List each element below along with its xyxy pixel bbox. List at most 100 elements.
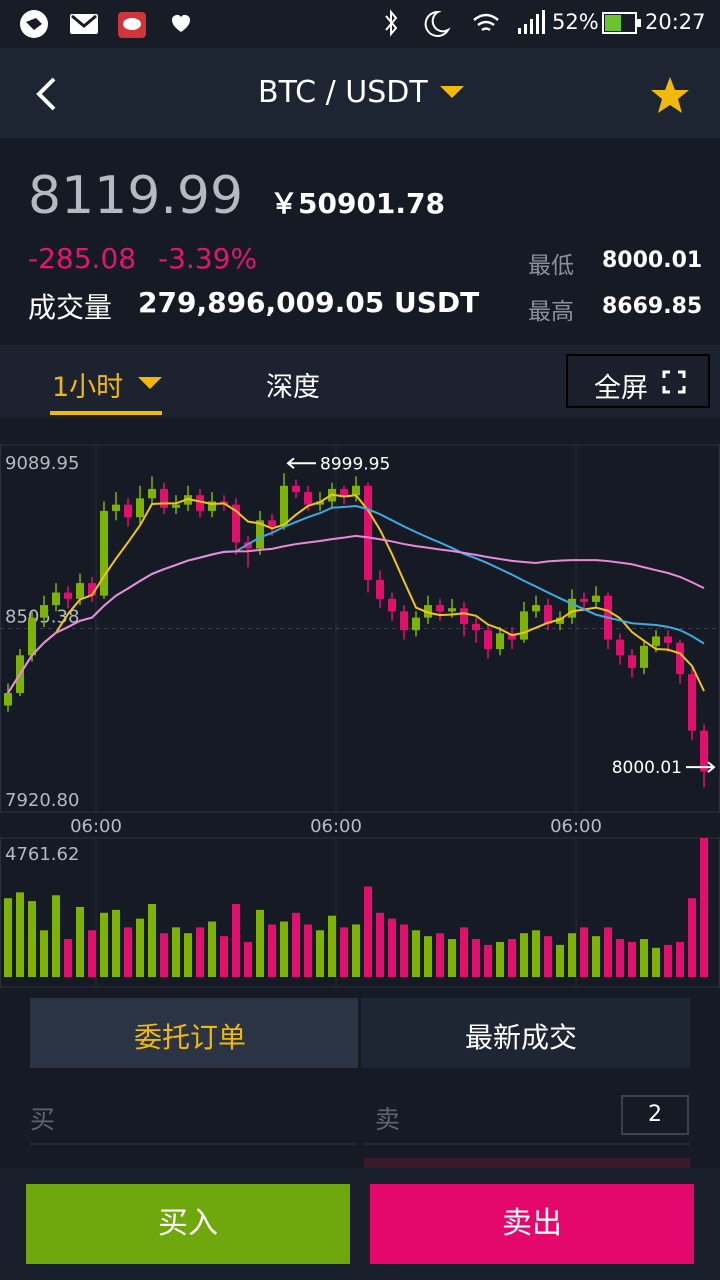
candle-body [640, 645, 648, 668]
volume-bar [388, 918, 396, 977]
volume-bar [460, 927, 468, 977]
candle-body [676, 642, 684, 675]
trades-tab[interactable]: 最新成交 [361, 998, 690, 1068]
x-tick-label: 06:00 [550, 816, 602, 837]
candle-body [556, 617, 564, 624]
candle-body [448, 608, 456, 612]
high-label: 最高 [528, 299, 574, 325]
volume-bar [436, 933, 444, 977]
bottom-bar: 买入 卖出 [0, 1168, 720, 1280]
volume-bar [676, 941, 684, 977]
candle-body [472, 623, 480, 631]
candle-body [664, 636, 672, 643]
candle-body [112, 504, 120, 511]
candle-body [136, 498, 144, 518]
volume-bar [304, 924, 312, 977]
candle-body [292, 485, 300, 493]
volume-bar [220, 936, 228, 977]
volume-bar [616, 939, 624, 977]
candle-body [40, 605, 48, 618]
candle-body [76, 583, 84, 599]
volume-bar [520, 933, 528, 977]
fullscreen-button[interactable]: 全屏 [566, 354, 710, 408]
candle-body [52, 592, 60, 606]
volume-bar [268, 924, 276, 977]
candle-body [148, 488, 156, 499]
volume-bar [28, 901, 36, 977]
pair-title[interactable]: BTC / USDT [258, 75, 428, 110]
candle-body [700, 730, 708, 772]
volume-bar [544, 936, 552, 977]
volume-bar [448, 939, 456, 977]
nav-bar: BTC / USDT [0, 48, 720, 138]
volume-bar [52, 895, 60, 977]
volume-bar [364, 886, 372, 977]
moving-average [7, 493, 705, 694]
depth-tab[interactable]: 深度 [266, 372, 320, 403]
candle-body [280, 485, 288, 527]
volume-bar [196, 927, 204, 977]
candle-body [460, 608, 468, 624]
volume-bar [16, 892, 24, 977]
clock: 20:27 [645, 10, 706, 34]
volume-bar [148, 904, 156, 977]
candle-body [424, 605, 432, 618]
status-icons [20, 10, 190, 38]
buy-button[interactable]: 买入 [26, 1184, 350, 1264]
kline-chart: 06:0006:0006:009089.958505.387920.808999… [0, 444, 720, 988]
favorite-star[interactable] [650, 76, 690, 114]
low-label: 最低 [528, 253, 574, 279]
divider [364, 1143, 690, 1145]
sell-button[interactable]: 卖出 [370, 1184, 694, 1264]
candle-body [172, 504, 180, 508]
y-tick-label: 7920.80 [5, 790, 79, 811]
volume-bar [160, 933, 168, 977]
candle-body [544, 605, 552, 624]
volume: 279,896,009.05 USDT [138, 286, 480, 319]
high: 8669.85 [602, 294, 703, 319]
candle-body [532, 605, 540, 612]
volume-bar [124, 927, 132, 977]
x-tick-label: 06:00 [310, 816, 362, 837]
change-percent: -3.39% [158, 242, 258, 275]
candle-body [244, 542, 252, 549]
volume-bar [64, 939, 72, 977]
interval-tab[interactable]: 1小时 [52, 372, 124, 403]
volume-max-label: 4761.62 [5, 844, 79, 865]
volume-bar [604, 927, 612, 977]
volume-bar [88, 930, 96, 977]
volume-bar [352, 924, 360, 977]
depth-selector[interactable]: 2 [621, 1095, 689, 1135]
candle-body [340, 488, 348, 496]
candle-body [508, 633, 516, 640]
volume-bar [244, 941, 252, 977]
candle-body [100, 510, 108, 596]
battery-percent: 52% [552, 10, 599, 34]
buy-header: 买 [30, 1105, 56, 1134]
system-icons [385, 9, 545, 37]
low: 8000.01 [602, 248, 703, 273]
change: -285.08 [28, 242, 137, 275]
candle-body [364, 485, 372, 580]
orders-tab[interactable]: 委托订单 [30, 998, 358, 1068]
volume-bar [472, 939, 480, 977]
candle-body [4, 692, 12, 706]
dropdown-arrow [440, 86, 464, 98]
volume-bar [580, 927, 588, 977]
candle-body [196, 495, 204, 511]
sell-header: 卖 [375, 1105, 401, 1134]
back-button[interactable] [32, 76, 62, 112]
battery-icon [602, 12, 641, 34]
volume-bar [340, 927, 348, 977]
volume-bar [640, 939, 648, 977]
x-tick-label: 06:00 [70, 816, 122, 837]
volume-bar [400, 924, 408, 977]
volume-bar [316, 930, 324, 977]
divider [30, 1143, 356, 1145]
volume-bar [112, 909, 120, 977]
high-arrow [286, 457, 316, 470]
candle-body [256, 520, 264, 549]
volume-bar [208, 921, 216, 977]
candle-body [436, 605, 444, 612]
